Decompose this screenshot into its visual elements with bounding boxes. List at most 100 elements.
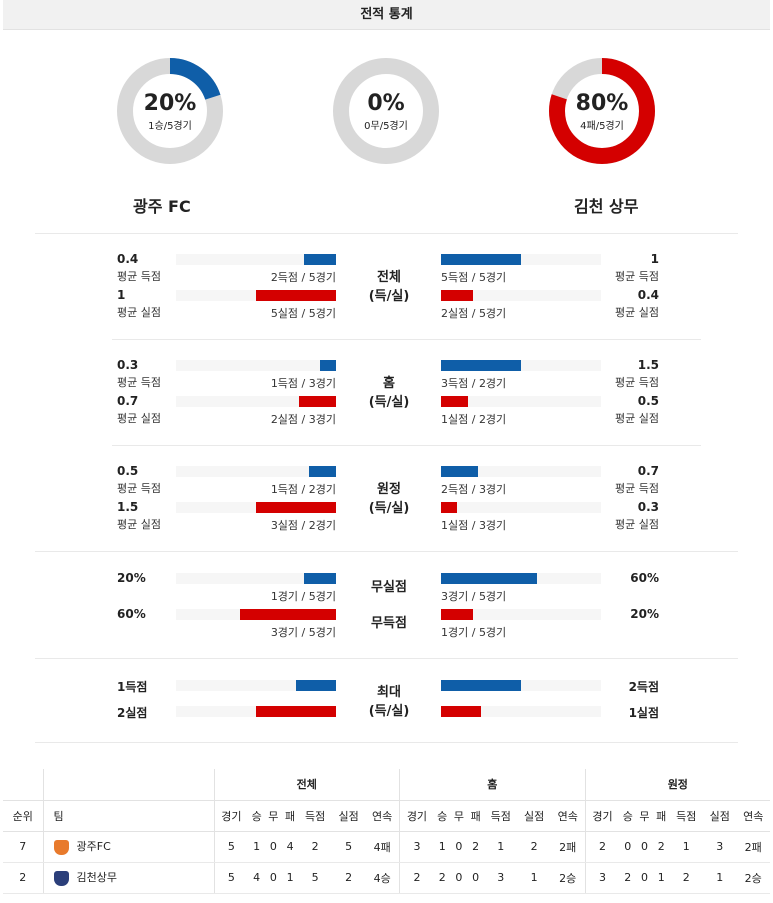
group-header: 원정 <box>584 769 770 800</box>
left-bar-track <box>176 680 336 691</box>
center-line: (득/실) <box>368 395 410 410</box>
win-rate-donut: 20% 1승/5경기 <box>116 57 224 165</box>
right-value: 60% <box>630 571 659 585</box>
left-count: 5실점 / 5경기 <box>270 307 336 320</box>
right-bar <box>441 254 521 265</box>
team-cell: 김천상무 <box>42 862 214 894</box>
donut-subtext: 1승/5경기 <box>148 121 192 132</box>
left-value: 0.3 <box>117 358 139 372</box>
left-bar-track <box>176 573 336 584</box>
center-line: (득/실) <box>368 704 410 719</box>
group-header: 홈 <box>399 769 586 800</box>
loss-rate-donut-svg <box>549 58 655 164</box>
left-bar-track <box>176 466 336 477</box>
left-value: 0.5 <box>117 464 139 478</box>
stat-cell: 4패 <box>365 831 400 863</box>
column-header: 무 <box>636 799 653 832</box>
section-divider <box>112 339 701 340</box>
team-cell-name: 광주FC <box>76 840 111 854</box>
column-header: 득점 <box>483 799 518 832</box>
column-header: 패 <box>281 799 299 832</box>
column-header: 승 <box>619 799 637 832</box>
stat-cell: 1 <box>517 862 551 894</box>
group-header: 전체 <box>213 769 400 800</box>
left-count: 3실점 / 2경기 <box>270 519 336 532</box>
right-value: 0.3 <box>637 500 659 514</box>
right-value: 1 <box>650 252 659 266</box>
rank-cell: 2 <box>3 862 43 894</box>
stat-cell: 4승 <box>365 862 400 894</box>
stat-cell: 1 <box>652 862 670 894</box>
stat-cell: 2 <box>619 862 637 894</box>
left-bar <box>304 254 336 265</box>
donut-subtext: 0무/5경기 <box>364 121 408 132</box>
center-line: (득/실) <box>368 501 410 516</box>
stat-cell: 3 <box>584 862 620 894</box>
stat-cell: 4 <box>281 831 299 863</box>
left-bar-track <box>176 609 336 620</box>
left-label: 평균 실점 <box>117 412 161 425</box>
right-count: 1실점 / 2경기 <box>441 413 507 426</box>
right-value: 1실점 <box>628 706 659 720</box>
section-divider <box>35 742 738 743</box>
right-bar-track <box>441 573 601 584</box>
left-count: 3경기 / 5경기 <box>270 626 336 639</box>
center-line: 원정 <box>377 482 401 497</box>
column-header: 패 <box>652 799 670 832</box>
stat-cell: 0 <box>264 862 282 894</box>
stat-cell: 0 <box>636 831 653 863</box>
left-bar <box>304 573 336 584</box>
stat-cell: 2승 <box>550 862 586 894</box>
right-bar <box>441 396 468 407</box>
stat-cell: 4 <box>248 862 265 894</box>
column-header: 무 <box>264 799 282 832</box>
left-bar <box>240 609 336 620</box>
section-divider <box>35 658 738 659</box>
draw-rate-donut: 0% 0무/5경기 <box>332 57 440 165</box>
stat-cell: 1 <box>248 831 265 863</box>
left-bar-track <box>176 290 336 301</box>
right-count: 3득점 / 2경기 <box>441 377 507 390</box>
left-count: 1득점 / 2경기 <box>270 483 336 496</box>
team-cell-name: 김천상무 <box>76 871 117 885</box>
stat-cell: 3 <box>399 831 434 863</box>
right-bar <box>441 502 457 513</box>
left-bar-track <box>176 706 336 717</box>
right-value: 2득점 <box>628 680 659 694</box>
left-count: 2실점 / 3경기 <box>270 413 336 426</box>
right-count: 3경기 / 5경기 <box>441 590 507 603</box>
right-label: 평균 실점 <box>615 518 659 531</box>
column-header: 연속 <box>736 799 770 832</box>
right-bar <box>441 680 521 691</box>
right-bar-track <box>441 396 601 407</box>
stat-cell: 0 <box>636 862 653 894</box>
left-label: 평균 득점 <box>117 270 161 283</box>
donut-track <box>333 58 439 164</box>
stat-cell: 1 <box>483 831 518 863</box>
right-bar <box>441 706 481 717</box>
section-divider <box>112 445 701 446</box>
left-value: 60% <box>117 607 146 621</box>
stat-cell: 2패 <box>736 831 770 863</box>
left-value: 20% <box>117 571 146 585</box>
left-bar <box>256 290 336 301</box>
right-label: 평균 득점 <box>615 376 659 389</box>
right-bar-track <box>441 290 601 301</box>
left-team-name: 광주 FC <box>133 197 191 216</box>
donut-percent: 80% <box>575 91 629 116</box>
column-header: 득점 <box>298 799 332 832</box>
left-count: 1득점 / 3경기 <box>270 377 336 390</box>
column-header: 승 <box>248 799 265 832</box>
right-bar <box>441 609 473 620</box>
stat-cell: 2 <box>331 862 366 894</box>
donut-subtext: 4패/5경기 <box>580 121 624 132</box>
stat-cell: 1 <box>669 831 703 863</box>
right-value: 0.5 <box>637 394 659 408</box>
stat-cell: 0 <box>619 831 637 863</box>
donut-arc <box>549 58 655 164</box>
right-value: 0.7 <box>637 464 659 478</box>
left-value: 1 <box>117 288 126 302</box>
column-header: 실점 <box>331 799 366 832</box>
stat-cell: 1 <box>433 831 451 863</box>
